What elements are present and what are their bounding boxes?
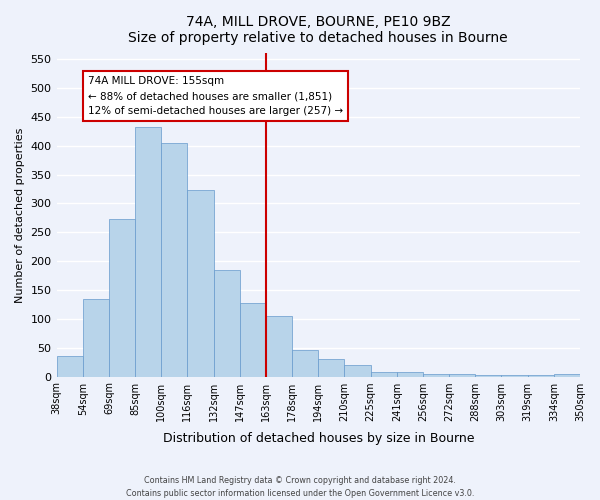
Bar [135, 126, 161, 376]
Bar [240, 302, 266, 376]
Text: Contains HM Land Registry data © Crown copyright and database right 2024.
Contai: Contains HM Land Registry data © Crown c… [126, 476, 474, 498]
Bar [371, 372, 397, 376]
Bar [344, 365, 371, 376]
Bar [554, 374, 580, 376]
Bar [161, 143, 187, 376]
Bar [214, 270, 240, 376]
Title: 74A, MILL DROVE, BOURNE, PE10 9BZ
Size of property relative to detached houses i: 74A, MILL DROVE, BOURNE, PE10 9BZ Size o… [128, 15, 508, 45]
Bar [109, 219, 135, 376]
X-axis label: Distribution of detached houses by size in Bourne: Distribution of detached houses by size … [163, 432, 474, 445]
Bar [423, 374, 449, 376]
Bar [83, 299, 109, 376]
Bar [56, 356, 83, 376]
Bar [449, 374, 475, 376]
Bar [397, 372, 423, 376]
Bar [187, 190, 214, 376]
Y-axis label: Number of detached properties: Number of detached properties [15, 127, 25, 302]
Bar [318, 359, 344, 376]
Bar [266, 316, 292, 376]
Text: 74A MILL DROVE: 155sqm
← 88% of detached houses are smaller (1,851)
12% of semi-: 74A MILL DROVE: 155sqm ← 88% of detached… [88, 76, 343, 116]
Bar [292, 350, 318, 376]
